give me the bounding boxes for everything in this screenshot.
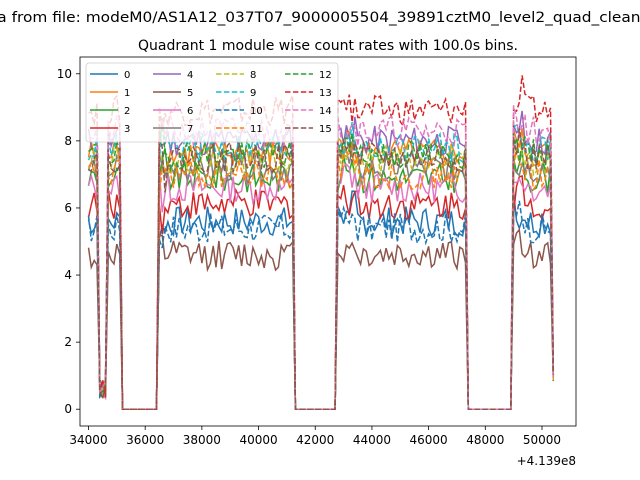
legend-label-11: 11 <box>250 124 263 135</box>
series-line-15 <box>88 128 555 410</box>
legend-label-3: 3 <box>124 124 130 135</box>
legend-label-1: 1 <box>124 88 130 99</box>
legend-label-2: 2 <box>124 106 130 117</box>
legend-label-13: 13 <box>319 88 332 99</box>
y-tick-label: 2 <box>64 335 72 349</box>
legend-box <box>85 62 339 143</box>
x-tick-label: 38000 <box>183 433 221 447</box>
x-tick-label: 50000 <box>523 433 561 447</box>
legend-label-15: 15 <box>319 124 332 135</box>
x-axis: 34000 36000 38000 40000 42000 44000 46000 48000… <box>69 426 561 447</box>
legend-label-12: 12 <box>319 70 332 81</box>
x-tick-label: 36000 <box>126 433 164 447</box>
legend-label-5: 5 <box>187 88 193 99</box>
y-tick-label: 6 <box>64 201 72 215</box>
x-tick-label: 42000 <box>296 433 334 447</box>
x-tick-label: 46000 <box>410 433 448 447</box>
y-axis: 0 2 4 6 8 10 <box>57 67 80 416</box>
legend-label-4: 4 <box>187 70 193 81</box>
x-offset-label: +4.139e8 <box>517 454 576 468</box>
axes-frame <box>79 56 577 427</box>
x-tick-label: 48000 <box>466 433 504 447</box>
legend-label-7: 7 <box>187 124 193 135</box>
x-tick-label: 44000 <box>353 433 391 447</box>
y-tick-label: 10 <box>57 67 72 81</box>
legend-label-14: 14 <box>319 106 332 117</box>
legend-label-6: 6 <box>187 106 193 117</box>
x-tick-label: 34000 <box>69 433 107 447</box>
x-tick-label: 40000 <box>239 433 277 447</box>
y-tick-label: 4 <box>64 268 72 282</box>
y-tick-label: 0 <box>64 402 72 416</box>
chart-title: Quadrant 1 module wise count rates with … <box>138 38 518 54</box>
legend-label-9: 9 <box>250 88 256 99</box>
figure-suptitle: Data from file: modeM0/AS1A12_037T07_900… <box>0 10 640 26</box>
y-tick-label: 8 <box>64 134 72 148</box>
legend-label-10: 10 <box>250 106 263 117</box>
legend-label-8: 8 <box>250 70 256 81</box>
legend-label-0: 0 <box>124 70 130 81</box>
